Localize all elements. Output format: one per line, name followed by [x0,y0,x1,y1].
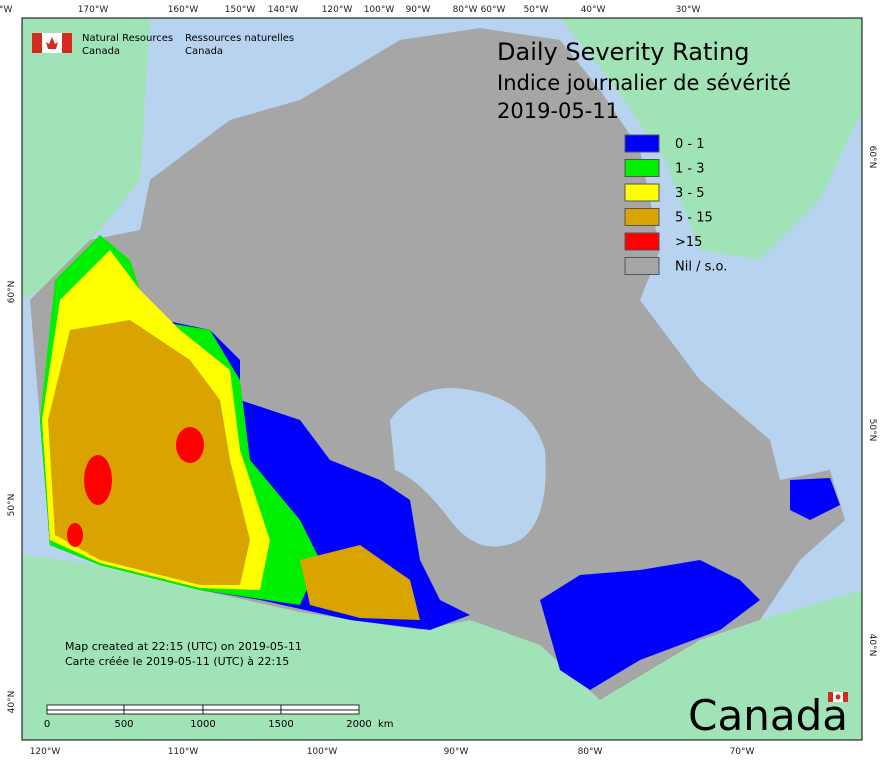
subtitle: Indice journalier de sévérité [497,71,791,95]
manitoba-orange [300,545,420,620]
legend-label: Nil / s.o. [675,260,727,275]
scale-label: 1000 [190,719,215,730]
legend-swatch [624,134,660,153]
scale-segment [202,709,282,715]
graticule-label-bottom: 80°W [578,747,603,757]
west-orange [48,320,250,585]
graticule-label-top: 100°W [364,5,395,15]
graticule-label-right: 60°N [867,146,877,169]
graticule-label-right: 40°N [867,634,877,657]
graticule-label-left: 40°N [7,691,17,714]
graticule-label-top: 160°W [168,5,199,15]
note: Map created at 22:15 (UTC) on 2019-05-11 [65,640,302,653]
legend-swatch [624,159,660,177]
scale-segment [123,704,204,711]
agency-fr: Ressources naturelles [185,33,294,44]
legend-swatch [624,257,660,275]
legend-swatch [624,183,660,202]
graticule-label-bottom: 100°W [307,747,338,757]
graticule-label-left: 50°N [7,494,17,517]
graticule-label-bottom: 90°W [444,747,469,757]
scale-segment [46,704,125,711]
newfoundland-rating [790,478,840,520]
graticule-label-bottom: 120°W [30,747,61,757]
scale-segment [280,709,360,715]
wordmark-flag [828,692,848,702]
graticule-label-bottom: 70°W [730,747,755,757]
graticule-label-right: 50°N [867,419,877,442]
graticule-label-top: 50°W [524,5,549,15]
scale-label: 0 [44,719,50,730]
usa [22,555,862,740]
agency-fr: Canada [185,46,223,57]
graticule-label-top: 20°W [0,5,13,15]
flag [32,33,72,53]
alaska [22,18,150,300]
red-patch [84,455,112,505]
legend-label: >15 [675,235,702,250]
wordmark: Canada [688,691,848,740]
legend-label: 1 - 3 [675,162,705,177]
map-frame [21,17,863,741]
graticule-label-left: 60°N [7,281,17,304]
note: Carte créée le 2019-05-11 (UTC) à 22:15 [65,655,289,668]
graticule-label-top: 30°W [676,5,701,15]
greenland [560,18,862,260]
red-patch [176,427,204,463]
scale-unit: km [378,719,394,730]
scale-segment [280,704,360,711]
scale-segment [123,709,204,715]
legend-label: 3 - 5 [675,186,705,201]
graticule-label-top: 60°W [481,5,506,15]
graticule-label-top: 90°W [406,5,431,15]
agency-en: Canada [82,46,120,57]
graticule-label-bottom: 110°W [168,747,199,757]
legend-label: 5 - 15 [675,211,713,226]
legend-swatch [624,232,660,251]
red-patch [67,523,83,547]
legend-label: 0 - 1 [675,137,705,152]
graticule-label-top: 150°W [225,5,256,15]
graticule-label-top: 140°W [268,5,299,15]
agency-en: Natural Resources [82,33,173,44]
graticule-label-top: 40°W [581,5,606,15]
quebec-ontario-rating [540,560,760,690]
scale-segment [46,709,125,715]
graticule-label-top: 80°W [453,5,478,15]
scale-label: 2000 [346,719,371,730]
hudson-bay [390,388,546,547]
title: Daily Severity Rating [497,38,749,66]
scale-label: 500 [114,719,133,730]
scale-label: 1500 [268,719,293,730]
date: 2019-05-11 [497,99,619,123]
graticule-label-top: 120°W [322,5,353,15]
scale-segment [202,704,282,711]
graticule-label-top: 170°W [78,5,109,15]
legend-swatch [624,208,660,226]
